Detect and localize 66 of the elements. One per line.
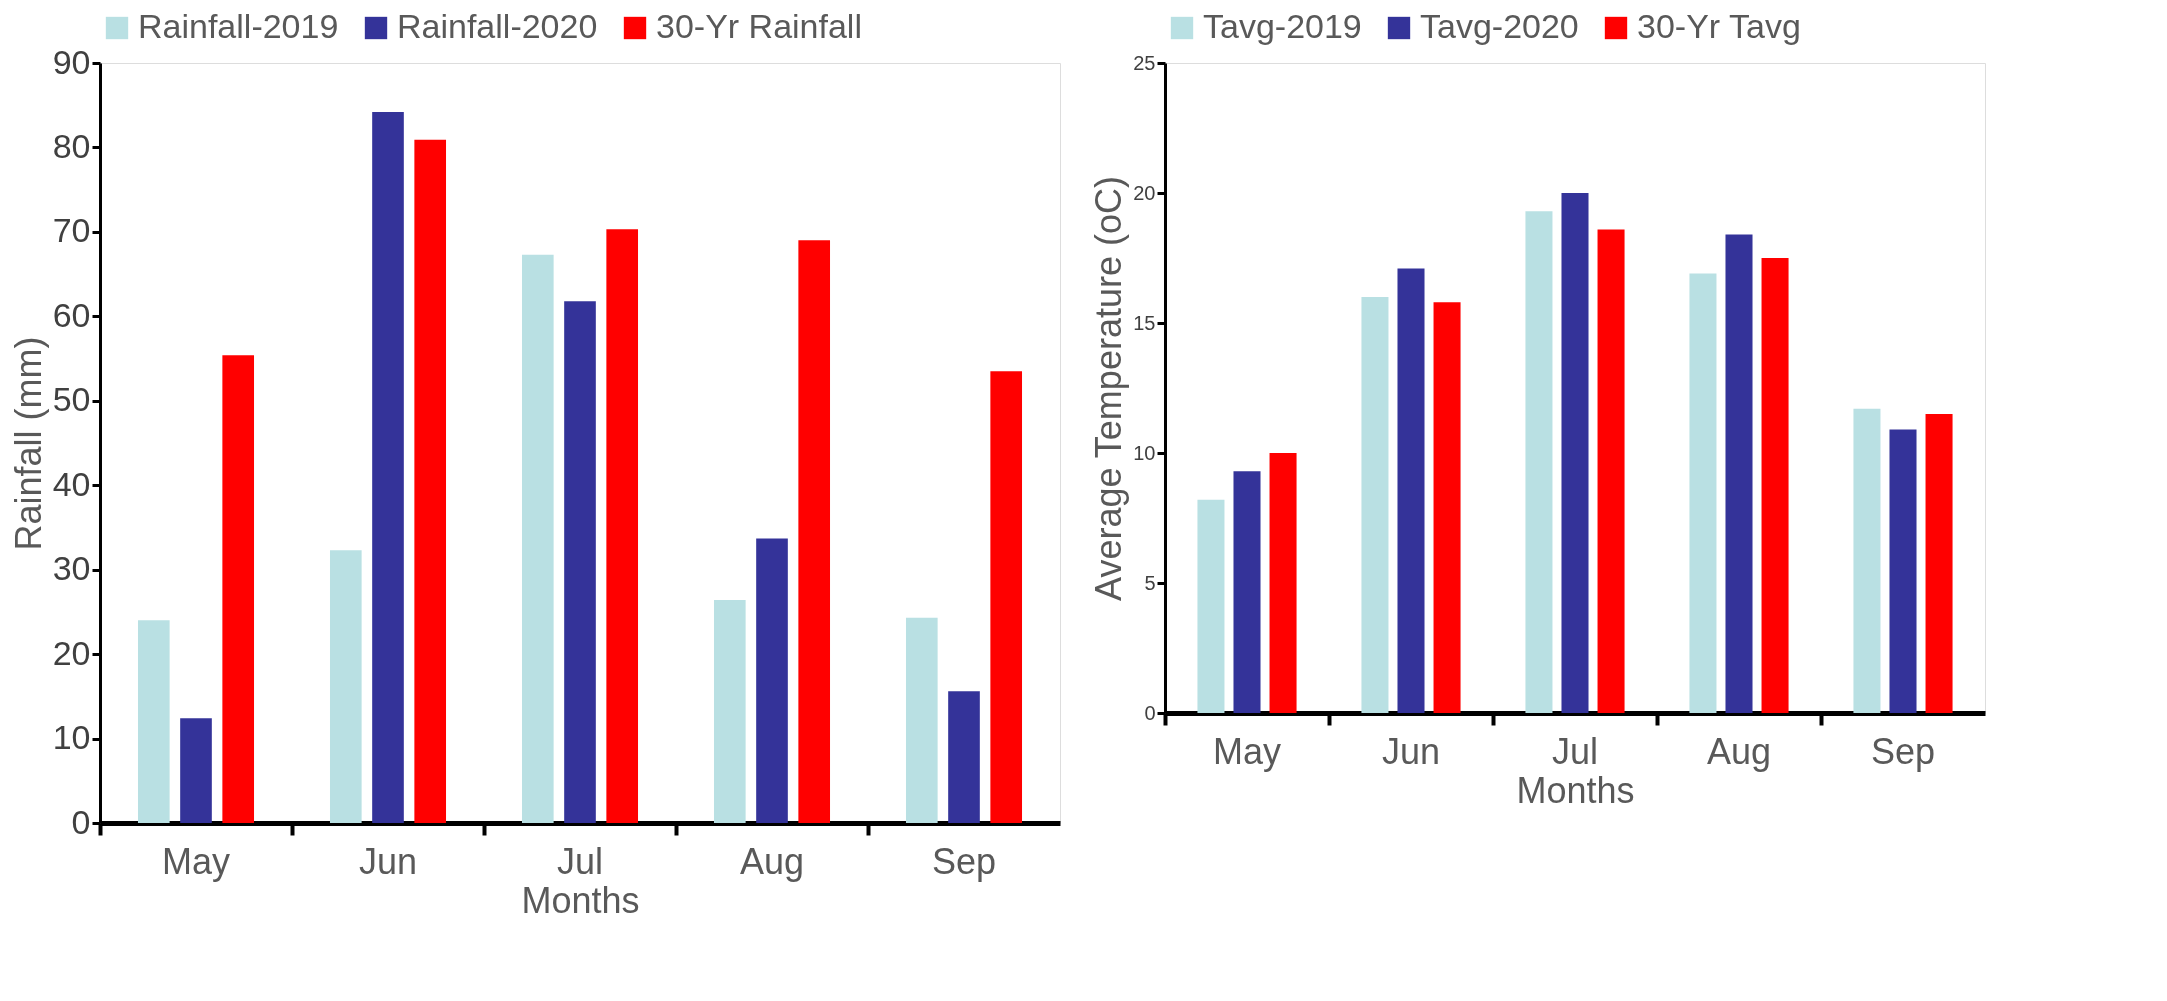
y-tick-label: 70 — [52, 211, 91, 250]
y-tick-label: 10 — [1133, 441, 1156, 464]
x-axis-title: Months — [521, 879, 640, 921]
x-tick-label: Jul — [1551, 730, 1599, 772]
bar — [1269, 453, 1297, 713]
y-tick-label: 30 — [52, 549, 91, 588]
bar — [1233, 471, 1261, 713]
x-tick-label: Jun — [1381, 730, 1441, 772]
y-tick-label: 20 — [1133, 181, 1156, 204]
y-tick-label: 90 — [52, 42, 91, 81]
bar — [137, 620, 170, 823]
legend-label: Tavg-2020 — [1420, 7, 1579, 45]
bar — [1689, 273, 1717, 713]
x-tick-label: Sep — [931, 840, 997, 882]
bar — [606, 229, 639, 823]
y-axis-title: Rainfall (mm) — [7, 336, 49, 551]
bar — [1925, 414, 1953, 713]
y-tick-label: 0 — [71, 802, 91, 841]
legend-label: Rainfall-2020 — [397, 7, 598, 45]
bar — [1561, 193, 1589, 713]
x-tick-label: Sep — [1870, 730, 1936, 772]
y-axis-title: Average Temperature (oC) — [1088, 176, 1130, 601]
y-tick-label: 25 — [1133, 51, 1156, 74]
bar — [372, 111, 404, 823]
x-tick-label: Aug — [739, 840, 805, 882]
bar — [1525, 211, 1553, 713]
x-tick-label: May — [161, 840, 231, 882]
y-tick-label: 20 — [52, 633, 91, 672]
bar — [1889, 429, 1917, 713]
y-tick-label: 5 — [1144, 571, 1156, 594]
legend-label: Tavg-2019 — [1203, 7, 1362, 45]
bar — [713, 600, 746, 823]
y-tick-label: 60 — [52, 295, 91, 334]
bar — [1197, 499, 1225, 713]
x-tick-label: Aug — [1706, 730, 1772, 772]
y-tick-label: 0 — [1144, 701, 1156, 724]
y-tick-label: 40 — [52, 464, 91, 503]
bar — [1397, 268, 1425, 713]
bar — [990, 371, 1023, 823]
x-axis-title: Months — [1516, 769, 1635, 811]
legend-label: Rainfall-2019 — [138, 7, 339, 45]
bar — [1433, 302, 1461, 713]
bar — [414, 139, 447, 823]
x-tick-label: Jun — [358, 840, 418, 882]
bar — [1761, 258, 1789, 713]
bar — [756, 538, 788, 823]
bar — [564, 301, 596, 823]
bar — [180, 718, 212, 823]
y-tick-label: 50 — [52, 380, 91, 419]
bar — [798, 240, 831, 823]
y-tick-label: 15 — [1133, 311, 1156, 334]
bar — [1597, 229, 1625, 713]
bar — [222, 355, 255, 823]
x-tick-label: May — [1212, 730, 1282, 772]
y-tick-label: 10 — [52, 718, 91, 757]
bar — [521, 254, 554, 823]
legend-label: 30-Yr Rainfall — [656, 7, 862, 45]
y-tick-label: 80 — [52, 126, 91, 165]
bar — [329, 550, 362, 823]
legend-label: 30-Yr Tavg — [1637, 7, 1801, 45]
x-tick-label: Jul — [556, 840, 604, 882]
bar — [1725, 234, 1753, 713]
bar — [1361, 297, 1389, 713]
bar — [905, 617, 938, 823]
bar — [948, 691, 980, 823]
bar — [1853, 408, 1881, 713]
